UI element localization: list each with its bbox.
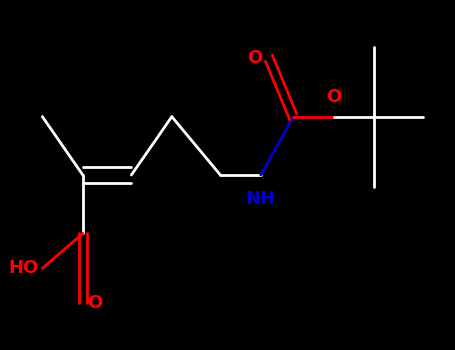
Text: HO: HO [8, 259, 38, 277]
Text: O: O [326, 88, 341, 106]
Text: O: O [248, 49, 263, 67]
Text: NH: NH [246, 190, 276, 208]
Text: O: O [87, 294, 102, 312]
